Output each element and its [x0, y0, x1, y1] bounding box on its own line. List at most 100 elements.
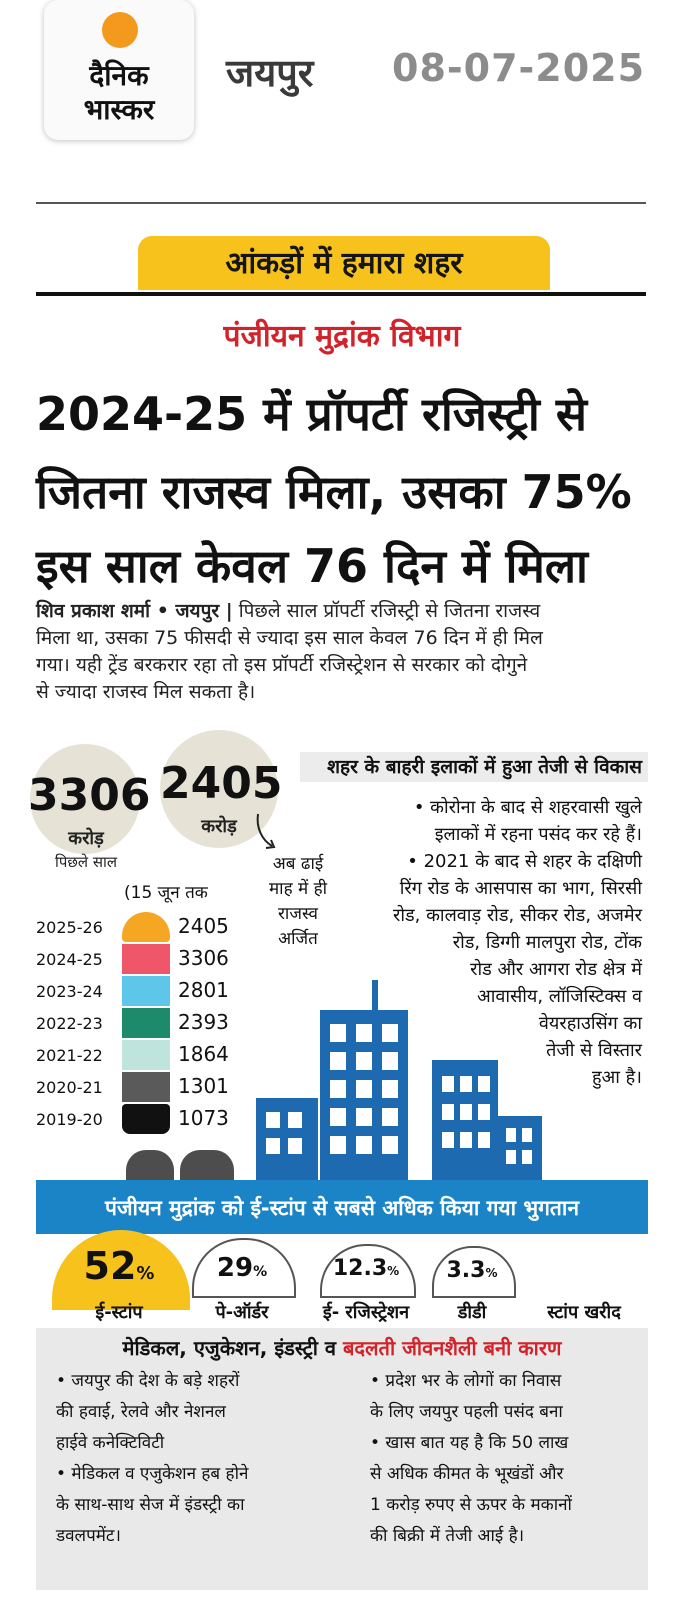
- window: [266, 1138, 280, 1154]
- revenue-value: 2801: [178, 978, 229, 1002]
- window: [288, 1138, 302, 1154]
- edition-city: जयपुर: [226, 51, 314, 95]
- revenue-value: 1301: [178, 1074, 229, 1098]
- this-year-value: 2405: [160, 758, 283, 809]
- year-label: 2019-20: [36, 1110, 103, 1129]
- window: [330, 1136, 346, 1154]
- window: [442, 1132, 454, 1148]
- achievement-note: अब ढाई माह में ही राजस्व अर्जित: [256, 852, 340, 952]
- window: [442, 1104, 454, 1120]
- revenue-value: 1864: [178, 1042, 229, 1066]
- last-year-bubble: [30, 744, 140, 854]
- window: [382, 1052, 398, 1070]
- window: [460, 1076, 472, 1092]
- window: [330, 1080, 346, 1098]
- bullet-line: वेयरहाउसिंग का: [538, 1013, 642, 1034]
- curved-arrow-icon: [256, 813, 276, 849]
- payment-label-dd: डीडी: [457, 1302, 487, 1323]
- logo-line-2: भास्कर: [83, 93, 155, 126]
- reason-line: • प्रदेश भर के लोगों का निवास: [370, 1371, 562, 1391]
- reason-line: डवलपमेंट।: [56, 1526, 121, 1546]
- window: [442, 1076, 454, 1092]
- window: [382, 1108, 398, 1126]
- year-swatch: [122, 1008, 170, 1038]
- right-column-bullets: • कोरोना के बाद से शहरवासी खुले इलाकों म…: [330, 794, 642, 1091]
- lead-line-4: से ज्यादा राजस्व मिल सकता है।: [36, 681, 256, 703]
- headline-line-2: जितना राजस्व मिला, उसका 75%: [36, 465, 632, 519]
- window: [356, 1108, 372, 1126]
- reason-line: 1 करोड़ रुपए से ऊपर के मकानों: [370, 1495, 572, 1515]
- reason-line: • खास बात यह है कि 50 लाख: [370, 1433, 569, 1453]
- payment-value-estamp: 52%: [83, 1244, 155, 1288]
- window: [460, 1104, 472, 1120]
- payment-value-eregistration: 12.3%: [332, 1256, 400, 1281]
- until-note: (15 जून तक: [124, 883, 208, 903]
- window: [522, 1150, 532, 1164]
- year-swatch: [122, 912, 170, 942]
- window: [506, 1128, 516, 1142]
- window: [356, 1024, 372, 1042]
- window: [356, 1052, 372, 1070]
- reason-line: की हवाई, रेलवे और नेशनल: [56, 1402, 226, 1422]
- small-building: [498, 1116, 542, 1180]
- window: [382, 1024, 398, 1042]
- year-swatch: [122, 1104, 170, 1134]
- headline-line-1: 2024-25 में प्रॉपर्टी रजिस्ट्री से: [36, 387, 587, 441]
- header-divider: [36, 202, 646, 204]
- year-label: 2025-26: [36, 918, 103, 937]
- headline-line-3: इस साल केवल 76 दिन में मिला: [36, 539, 588, 593]
- window: [382, 1136, 398, 1154]
- antenna: [372, 980, 378, 1012]
- year-swatch: [122, 1072, 170, 1102]
- section-divider: [36, 292, 646, 296]
- revenue-value: 2405: [178, 914, 229, 938]
- logo-line-1: दैनिक: [89, 59, 149, 92]
- window: [478, 1132, 490, 1148]
- payment-label-estamp: ई-स्टांप: [95, 1302, 143, 1323]
- year-label: 2020-21: [36, 1078, 103, 1097]
- revenue-value: 3306: [178, 946, 229, 970]
- payment-value-dd: 3.3%: [446, 1258, 498, 1283]
- window: [506, 1150, 516, 1164]
- payment-label-payorder: पे-ऑर्डर: [215, 1302, 269, 1323]
- window: [522, 1128, 532, 1142]
- reasons-left-column: • जयपुर की देश के बड़े शहरों की हवाई, रे…: [56, 1366, 346, 1552]
- reason-line: • जयपुर की देश के बड़े शहरों: [56, 1371, 240, 1391]
- window: [478, 1104, 490, 1120]
- achievement-note-line: अर्जित: [278, 929, 318, 949]
- right-column-heading: शहर के बाहरी इलाकों में हुआ तेजी से विका…: [300, 752, 648, 782]
- year-label: 2024-25: [36, 950, 103, 969]
- achievement-note-line: अब ढाई: [272, 854, 324, 874]
- payment-label-eregistration: ई- रजिस्ट्रेशन: [322, 1302, 410, 1323]
- reason-line: के साथ-साथ सेज में इंडस्ट्री का: [56, 1495, 245, 1515]
- reasons-box: [36, 1328, 648, 1590]
- window: [356, 1080, 372, 1098]
- achievement-note-line: राजस्व: [277, 904, 319, 924]
- reasons-right-column: • प्रदेश भर के लोगों का निवास के लिए जयप…: [370, 1366, 646, 1552]
- payment-value-payorder: 29%: [216, 1253, 268, 1283]
- window: [478, 1076, 490, 1092]
- last-year-note: पिछले साल: [54, 853, 118, 871]
- achievement-note-line: माह में ही: [269, 879, 327, 899]
- bullet-line: इलाकों में रहना पसंद कर रहे हैं।: [434, 824, 642, 845]
- dainik-bhaskar-logo: दैनिक भास्कर: [44, 0, 194, 140]
- lead-line-3: गया। यही ट्रेंड बरकरार रहा तो इस प्रॉपर्…: [36, 654, 528, 676]
- house-icon: [126, 1150, 174, 1180]
- bullet-line: रोड, डिग्गी मालपुरा रोड, टोंक: [452, 932, 642, 953]
- last-year-unit: करोड़: [68, 828, 104, 849]
- bullet-line: तेजी से विस्तार: [546, 1040, 642, 1061]
- bullet-line: • कोरोना के बाद से शहरवासी खुले: [413, 797, 642, 818]
- payment-label-stamp-purchase: स्टांप खरीद: [547, 1302, 621, 1323]
- bullet-line: • 2021 के बाद से शहर के दक्षिणी: [407, 851, 642, 872]
- year-label: 2023-24: [36, 982, 103, 1001]
- lead-line-2: मिला था, उसका 75 फीसदी से ज्यादा इस साल …: [36, 627, 543, 649]
- lead-line-1: शिव प्रकाश शर्मा • जयपुर | पिछले साल प्र…: [36, 598, 646, 625]
- section-badge: आंकड़ों में हमारा शहर: [138, 236, 550, 290]
- this-year-unit: करोड़: [201, 816, 237, 837]
- lead-text: पिछले साल प्रॉपर्टी रजिस्ट्री से जितना र…: [238, 600, 541, 622]
- window: [330, 1052, 346, 1070]
- bullet-line: हुआ है।: [591, 1067, 642, 1088]
- payment-band: [36, 1180, 648, 1234]
- last-year-value: 3306: [28, 770, 151, 821]
- reasons-heading: मेडिकल, एजुकेशन, इंडस्ट्री व बदलती जीवनश…: [36, 1334, 648, 1361]
